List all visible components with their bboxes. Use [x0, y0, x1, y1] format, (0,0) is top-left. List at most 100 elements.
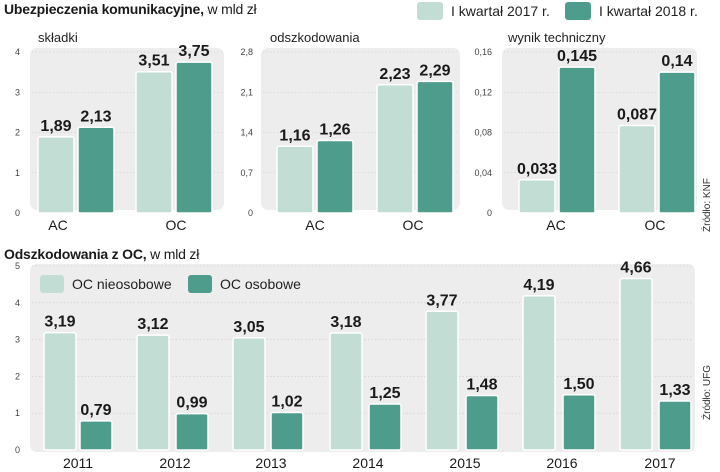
bar-2013-s1 [232, 337, 266, 451]
data-label: 0,033 [517, 161, 557, 178]
bar-2016-s1 [522, 295, 556, 451]
y-tick-label: 4 [15, 47, 20, 57]
bottom-legend-item-nieosobowe: OC nieosobowe [40, 275, 172, 293]
chart-title: odszkodowania [270, 30, 360, 45]
data-label: 0,145 [557, 48, 597, 65]
chart-2: 0,16 0,12 0,08 0,04 0 wynik techniczny 0,033 0,… [474, 30, 697, 233]
category-label: AC [305, 217, 324, 233]
y-tick-label: 4 [15, 298, 20, 308]
data-label: 3,51 [138, 53, 169, 70]
category-label: 2013 [255, 455, 286, 471]
bar-2017-s2 [658, 400, 692, 451]
bar-2012-s1 [136, 334, 170, 451]
y-tick-label: 1 [15, 168, 20, 178]
bar-OC-s2 [175, 61, 213, 214]
data-label: 3,19 [44, 314, 75, 331]
data-label: 3,77 [426, 292, 457, 309]
data-label: 0,14 [661, 53, 692, 70]
bar-2014-s1 [329, 332, 363, 451]
y-tick-label: 0,08 [474, 128, 492, 138]
y-tick-label: 0,7 [240, 168, 253, 178]
data-label: 2,23 [379, 66, 410, 83]
y-tick-label: 2,8 [240, 47, 253, 57]
bar-OC-s2 [416, 80, 454, 214]
data-label: 0,99 [176, 395, 207, 412]
top-legend-swatch-dark [565, 2, 591, 20]
data-label: 1,48 [466, 377, 497, 394]
bar-OC-s2 [658, 71, 696, 214]
y-tick-label: 0,16 [474, 47, 492, 57]
top-chart-unit: w mld zł [203, 1, 257, 17]
data-label: 4,19 [523, 277, 554, 294]
data-label: 1,33 [659, 382, 690, 399]
bottom-legend-label-nieosobowe: OC nieosobowe [72, 276, 172, 292]
top-legend-label-2018: I kwartał 2018 r. [599, 3, 698, 19]
bottom-legend-swatch-dark [188, 275, 212, 293]
data-label: 3,12 [137, 316, 168, 333]
bottom-legend-item-osobowe: OC osobowe [188, 275, 301, 293]
category-label: AC [48, 217, 67, 233]
top-chart-title: Ubezpieczenia komunikacyjne, [4, 1, 204, 17]
y-tick-label: 0 [487, 208, 492, 218]
y-tick-label: 0 [248, 208, 253, 218]
y-tick-label: 3 [15, 87, 20, 97]
bar-AC-s1 [276, 145, 314, 214]
bottom-chart-unit: w mld zł [146, 246, 200, 262]
data-label: 3,05 [233, 319, 264, 336]
bar-2011-s2 [79, 420, 113, 451]
category-label: OC [166, 217, 187, 233]
category-label: 2011 [63, 455, 93, 471]
category-label: OC [403, 217, 424, 233]
data-label: 1,50 [563, 376, 594, 393]
category-label: 2014 [352, 455, 383, 471]
bar-AC-s2 [558, 66, 596, 214]
category-label: 2016 [546, 455, 577, 471]
y-tick-label: 2,1 [240, 87, 253, 97]
data-label: 1,02 [271, 393, 302, 410]
data-label: 1,16 [279, 127, 310, 144]
top-chart-header: Ubezpieczenia komunikacyjne, w mld zł [4, 1, 257, 17]
bar-AC-s1 [37, 136, 75, 214]
data-label: 1,25 [369, 385, 400, 402]
bottom-legend-label-osobowe: OC osobowe [220, 276, 301, 292]
category-label: AC [546, 217, 565, 233]
chart-title: składki [38, 30, 78, 45]
y-tick-label: 1 [15, 408, 20, 418]
top-legend-item-2017: I kwartał 2017 r. [417, 2, 550, 20]
chart-title: wynik techniczny [507, 30, 606, 45]
y-tick-label: 0 [15, 208, 20, 218]
bar-AC-s1 [518, 179, 556, 214]
data-label: 3,18 [330, 314, 361, 331]
bar-2014-s2 [368, 403, 402, 451]
bottom-legend-swatch-light [40, 275, 64, 293]
y-tick-label: 5 [15, 261, 20, 271]
top-legend-item-2018: I kwartał 2018 r. [565, 2, 698, 20]
bar-AC-s2 [77, 126, 115, 214]
bar-2017-s1 [619, 277, 653, 451]
category-label: 2017 [644, 455, 675, 471]
data-label: 4,66 [620, 260, 651, 277]
data-label: 0,087 [617, 106, 657, 123]
category-label: 2015 [449, 455, 480, 471]
data-label: 1,26 [319, 122, 350, 139]
category-label: 2012 [159, 455, 190, 471]
bar-2011-s1 [43, 331, 77, 451]
chart-1: 2,8 2,1 1,4 0,7 0 odszkodowania 1,16 1,26 AC 2,23… [240, 30, 460, 233]
y-tick-label: 3 [15, 335, 20, 345]
chart-3: 5 4 3 2 1 0 3,19 0,79 2011 3,12 0,99 2012 3,05 1,02 20… [15, 260, 695, 471]
bottom-chart-title: Odszkodowania z OC, [4, 246, 147, 262]
bottom-chart-header: Odszkodowania z OC, w mld zł [4, 246, 199, 262]
y-tick-label: 0,12 [474, 87, 492, 97]
category-label: OC [645, 217, 666, 233]
top-legend-swatch-light [417, 2, 443, 20]
bar-OC-s1 [376, 84, 414, 214]
chart-0: 4 3 2 1 0 składki 1,89 2,13 AC 3,51 3,75 OC [15, 30, 224, 233]
data-label: 1,89 [40, 118, 71, 135]
y-tick-label: 2 [15, 128, 20, 138]
data-label: 3,75 [178, 43, 209, 60]
y-tick-label: 0,04 [474, 168, 492, 178]
bar-2015-s2 [465, 394, 499, 451]
bar-2013-s2 [270, 411, 304, 451]
bar-OC-s1 [618, 124, 656, 214]
